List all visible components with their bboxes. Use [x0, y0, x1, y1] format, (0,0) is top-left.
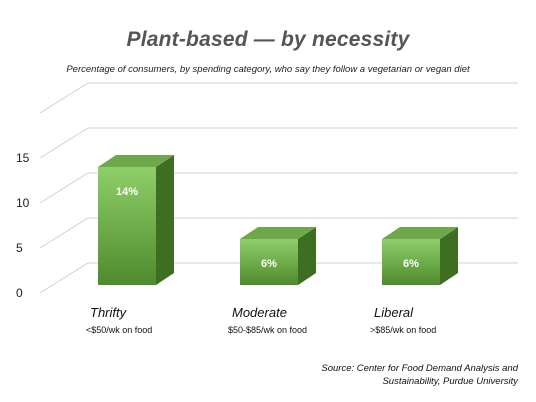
bar-side [298, 227, 316, 285]
gridline [39, 172, 518, 204]
y-tick-label: 5 [16, 241, 23, 255]
gridline [39, 82, 518, 114]
bar-front [240, 239, 298, 285]
chart-title: Plant-based — by necessity [126, 28, 410, 51]
gridline [39, 217, 518, 249]
grid-layer [39, 82, 518, 294]
category-sublabel: $50-$85/wk on food [228, 325, 307, 335]
category-sublabel: >$85/wk on food [370, 325, 436, 335]
category-label: Moderate [232, 305, 287, 320]
bar-side [156, 155, 174, 285]
bar-front [382, 239, 440, 285]
category-label: Thrifty [90, 305, 128, 320]
source-note: Source: Center for Food Demand Analysis … [321, 363, 518, 387]
y-tick-label: 10 [16, 196, 30, 210]
y-tick-label: 0 [16, 286, 23, 300]
y-tick-label: 15 [16, 151, 30, 165]
bar-front [98, 167, 156, 285]
bar-data-label: 6% [261, 258, 277, 270]
bar-top [382, 227, 458, 239]
category-sublabel: <$50/wk on food [86, 325, 152, 335]
bar-top [240, 227, 316, 239]
gridline [39, 262, 518, 294]
category-label: Liberal [374, 305, 414, 320]
chart-subtitle: Percentage of consumers, by spending cat… [66, 64, 470, 75]
y-axis-ticks: 0 5 10 15 [16, 151, 30, 300]
gridline [39, 127, 518, 159]
bar-data-label: 14% [116, 186, 138, 198]
bar: 6% [382, 227, 458, 285]
bar-data-label: 6% [403, 258, 419, 270]
bar-side [440, 227, 458, 285]
bar: 14% [98, 155, 174, 285]
bar-top [98, 155, 174, 167]
bars: 14% 6% 6% [98, 155, 458, 285]
bar: 6% [240, 227, 316, 285]
x-axis-categories: Thrifty <$50/wk on food Moderate $50-$85/wk… [86, 305, 436, 335]
